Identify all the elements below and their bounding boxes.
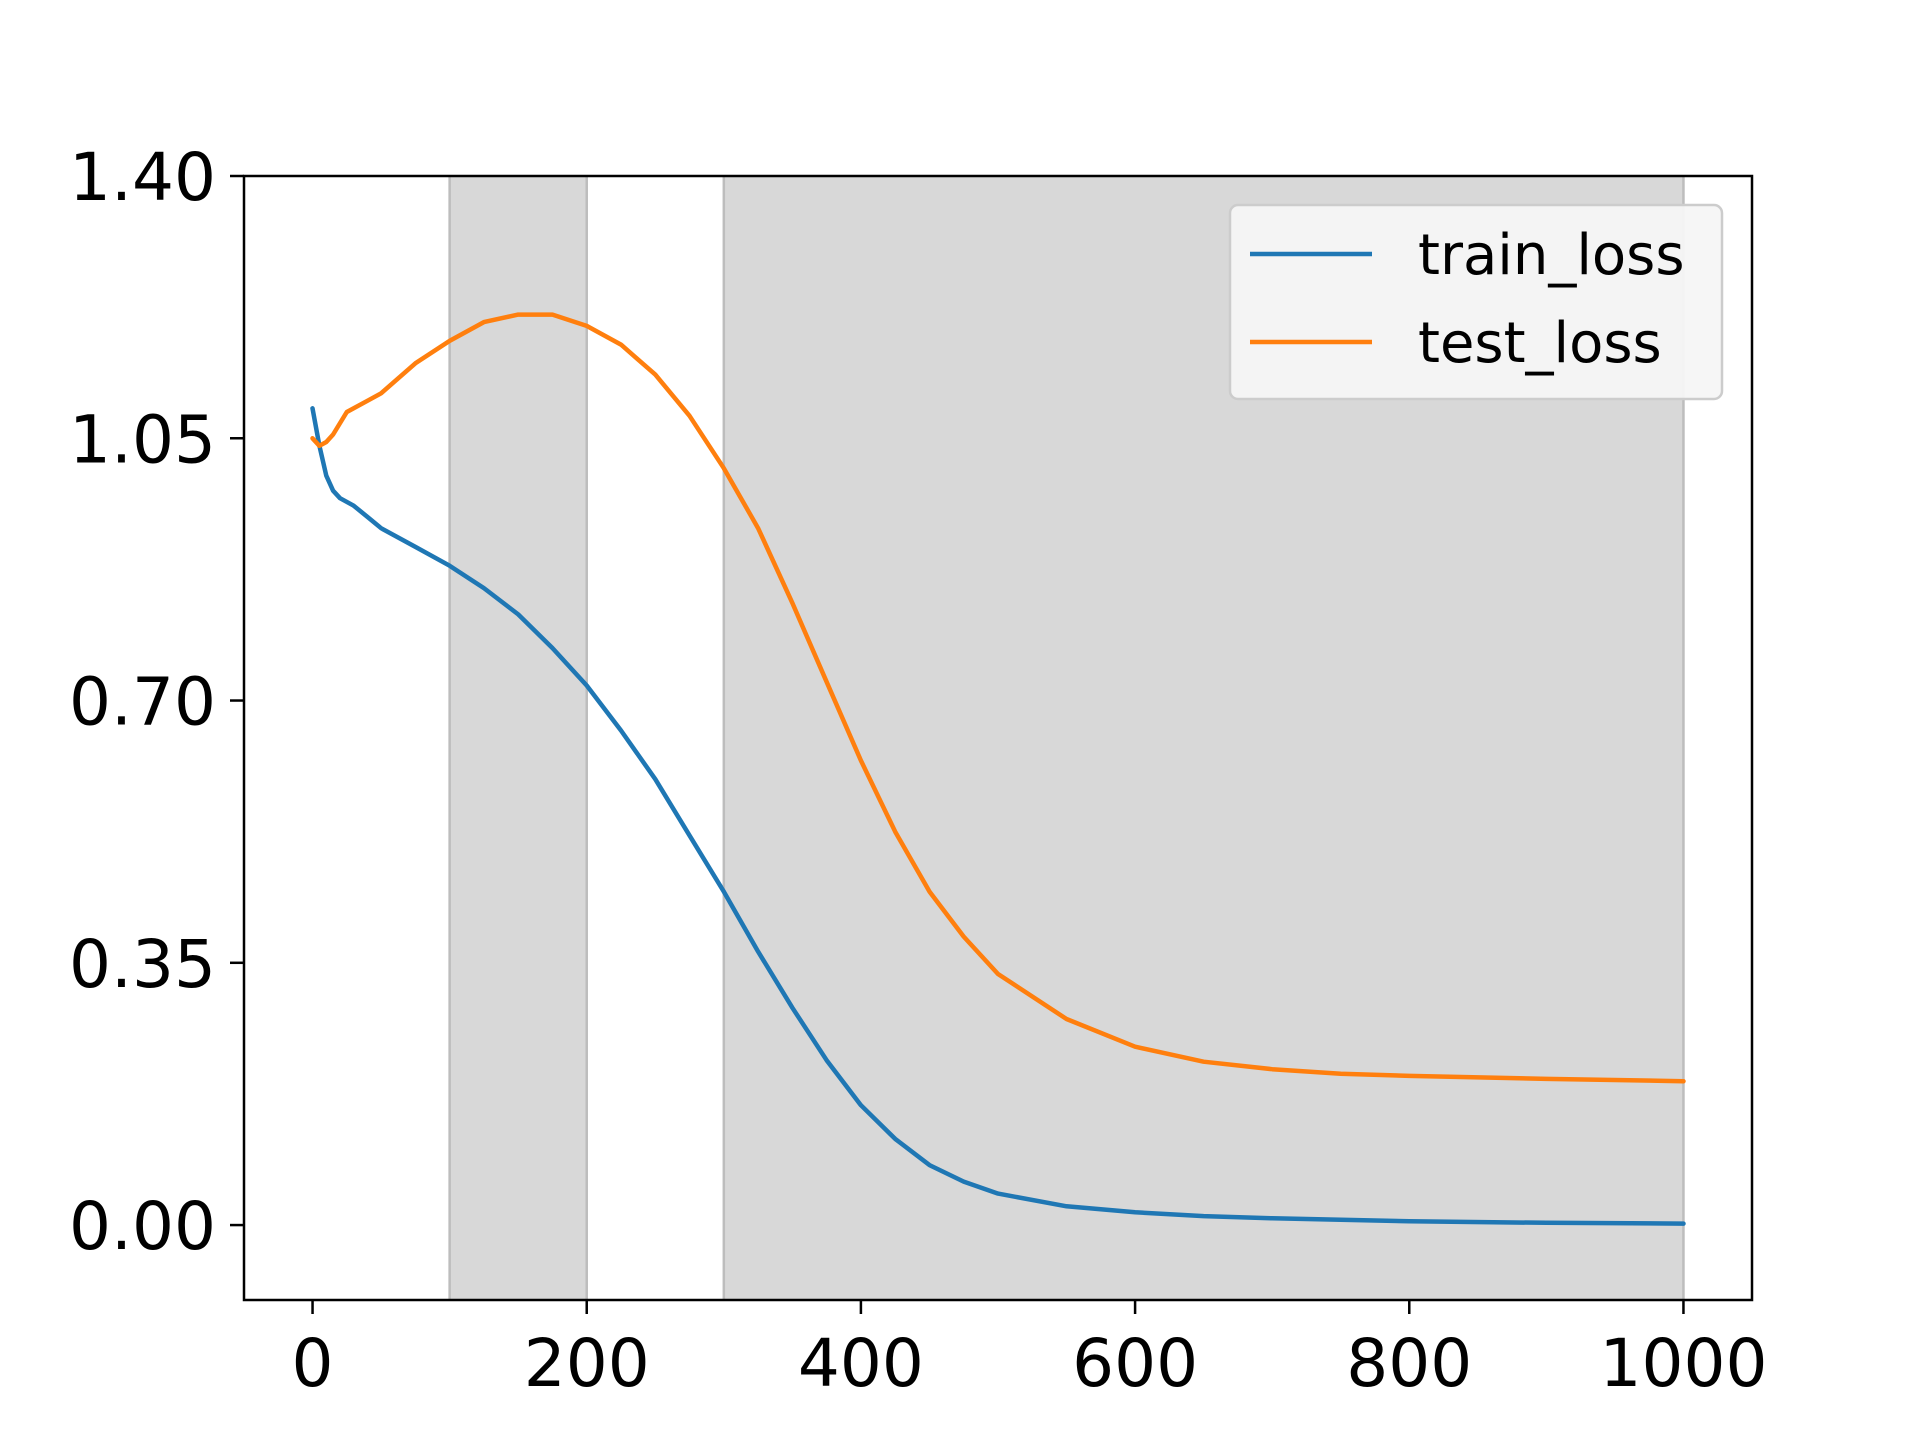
legend-label-test-loss: test_loss xyxy=(1418,311,1662,376)
series-line-test-loss xyxy=(310,312,1686,1084)
legend: train_loss test_loss xyxy=(1228,203,1724,401)
x-tick-label: 800 xyxy=(1346,1325,1472,1402)
x-tick-label: 200 xyxy=(524,1325,650,1402)
y-tick-label: 0.35 xyxy=(69,926,216,1003)
legend-label-train-loss: train_loss xyxy=(1418,223,1685,288)
y-tick-label: 1.05 xyxy=(69,401,216,478)
x-tick-label: 1000 xyxy=(1599,1325,1767,1402)
y-axis: 0.00 0.35 0.70 1.05 1.40 xyxy=(69,139,244,1265)
x-tick-label: 400 xyxy=(798,1325,924,1402)
x-tick-label: 0 xyxy=(292,1325,334,1402)
plot-frame xyxy=(242,174,1754,1302)
x-axis: 0 200 400 600 800 1000 xyxy=(292,1300,1767,1402)
x-tick-label: 600 xyxy=(1072,1325,1198,1402)
series-lines xyxy=(310,312,1686,1226)
shaded-region xyxy=(449,176,587,1300)
y-tick-label: 1.40 xyxy=(69,139,216,216)
y-tick-label: 0.70 xyxy=(69,664,216,741)
series-line-train-loss xyxy=(310,406,1686,1226)
y-tick-label: 0.00 xyxy=(69,1188,216,1265)
